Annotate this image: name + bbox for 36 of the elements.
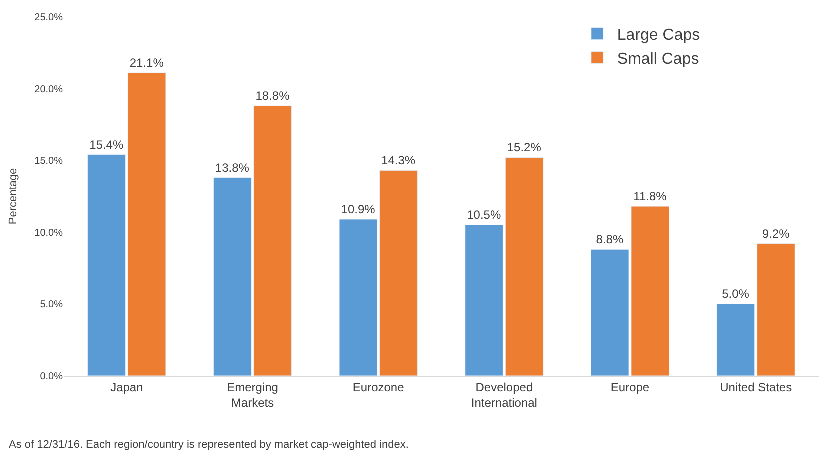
y-tick-label: 15.0% [34, 156, 64, 168]
x-tick-label: Europe [610, 380, 650, 394]
bar [128, 72, 166, 376]
data-label: 10.9% [341, 202, 376, 216]
y-tick-label: 20.0% [34, 84, 64, 96]
x-tick-label: United States [720, 380, 792, 394]
y-tick-label: 0.0% [40, 372, 64, 382]
data-label: 14.3% [382, 154, 416, 168]
data-label: 11.8% [634, 190, 668, 204]
data-label: 5.0% [722, 287, 750, 302]
y-tick-label: 5.0% [40, 300, 64, 311]
data-label: 18.8% [256, 89, 290, 104]
x-tick-label: Japan [110, 380, 144, 394]
data-label: 10.5% [467, 208, 502, 222]
data-label: 8.8% [596, 232, 624, 247]
legend-label: Large Caps [617, 27, 700, 44]
data-label: 15.4% [90, 138, 124, 152]
bar [757, 244, 796, 376]
bar [465, 224, 504, 376]
data-label: 13.8% [215, 160, 250, 175]
x-tick-label: Emerging Markets [227, 380, 278, 410]
y-tick-label: 25.0% [34, 12, 64, 24]
y-tick-label: 10.0% [34, 228, 64, 239]
legend-label: Small Caps [617, 50, 700, 68]
bar [88, 154, 126, 376]
data-label: 9.2% [762, 226, 790, 241]
text: As of 12/31/16. Each region/country is represented by market cap-weighted index. [9, 439, 409, 451]
bar [380, 170, 418, 376]
y-axis-title: Percentage [7, 168, 20, 225]
bar [505, 157, 544, 376]
data-label: 15.2% [507, 140, 542, 155]
data-label: 21.1% [130, 56, 164, 70]
x-tick-label: Eurozone [352, 380, 405, 394]
x-tick-label: Developed International [471, 380, 538, 410]
bar [716, 304, 756, 376]
bar [339, 219, 378, 376]
